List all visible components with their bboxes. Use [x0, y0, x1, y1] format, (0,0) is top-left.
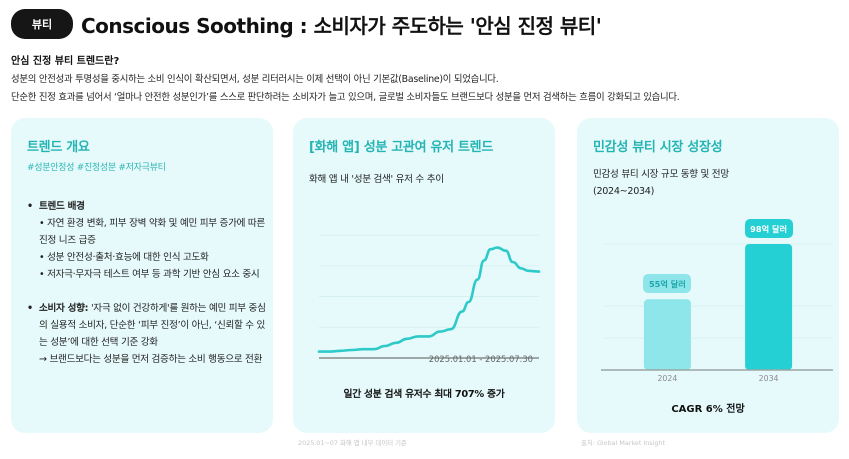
- cagr-conclusion: CAGR 6% 전망: [671, 404, 745, 415]
- bar-value-label: 98억 달러: [744, 219, 793, 238]
- header: 뷰티 Conscious Soothing : 소비자가 주도하는 '안심 진정…: [11, 9, 602, 39]
- source-footnote: 출처: Global Market Insight: [581, 439, 666, 447]
- bullet-heading: 트렌드 배경: [39, 201, 85, 212]
- intro-question: 안심 진정 뷰티 트렌드란?: [11, 56, 120, 67]
- x-axis-date-range: 2025.01.01 - 2025.07.30: [428, 354, 533, 364]
- x-tick-label: 2034: [758, 374, 779, 383]
- card-title: 민감성 뷰티 시장 성장성: [593, 140, 723, 155]
- bar-value-label: 55억 달러: [643, 274, 692, 294]
- category-badge: 뷰티: [11, 9, 73, 39]
- app-trend-card: [화해 앱] 성분 고관여 유저 트렌드 화해 앱 내 '성분 검색' 유저 수…: [293, 118, 555, 433]
- bar-2034: [745, 244, 793, 370]
- subtitle-line: 민감성 뷰티 시장 규모 동향 및 전망: [593, 169, 729, 180]
- chart-subtitle: 민감성 뷰티 시장 규모 동향 및 전망 (2024~2034): [593, 166, 729, 200]
- bullet-trend-background: • 트렌드 배경: [27, 198, 267, 215]
- sub-bullet: • 자연 환경 변화, 피부 장벽 약화 및 예민 피부 증가에 따른 진정 니…: [39, 218, 265, 246]
- subtitle-line: (2024~2034): [593, 186, 655, 197]
- line-chart: [317, 234, 541, 359]
- bar-chart: [601, 243, 833, 371]
- intro-line: 단순한 진정 효과를 넘어서 ‘얼마나 안전한 성분인가’를 스스로 판단하려는…: [11, 92, 680, 103]
- hashtags: #성분안정성 #진정성분 #저자극뷰티: [27, 163, 166, 173]
- series-line: [317, 246, 541, 353]
- intro-section: 안심 진정 뷰티 트렌드란? 성분의 안전성과 투명성을 중시하는 소비 인식이…: [11, 52, 680, 109]
- bar-2024: [643, 299, 691, 370]
- sub-bullet: • 성분 안전성·출처·효능에 대한 인식 고도화: [39, 252, 209, 263]
- bullet-body: '자극 없이 건강하게'를 원하는 예민 피부 중심의 실용적 소비자, 단순한…: [39, 303, 266, 348]
- intro-line: 성분의 안전성과 투명성을 중시하는 소비 인식이 확산되면서, 성분 리터러시…: [11, 74, 499, 85]
- page-title: Conscious Soothing : 소비자가 주도하는 '안심 진정 뷰티…: [81, 13, 602, 38]
- trend-overview-card: 트렌드 개요 #성분안정성 #진정성분 #저자극뷰티 • 트렌드 배경 • 자연…: [11, 118, 273, 433]
- app-data-footnote: 2025.01~07 화해 앱 내부 데이터 기준: [298, 439, 407, 447]
- overview-bullets: • 트렌드 배경 • 자연 환경 변화, 피부 장벽 약화 및 예민 피부 증가…: [27, 198, 267, 368]
- chart-conclusion: 일간 성분 검색 유저수 최대 707% 증가: [343, 389, 505, 400]
- bullet-heading: 소비자 성향:: [39, 303, 89, 314]
- sub-bullet: • 저자극·무자극 테스트 여부 등 과학 기반 안심 요소 중시: [39, 269, 260, 280]
- market-growth-card: 민감성 뷰티 시장 성장성 민감성 뷰티 시장 규모 동향 및 전망 (2024…: [577, 118, 839, 433]
- x-tick-label: 2024: [657, 374, 678, 383]
- card-title: [화해 앱] 성분 고관여 유저 트렌드: [309, 140, 493, 155]
- bullet-dot-icon: •: [27, 201, 33, 212]
- bullet-content: 소비자 성향: '자극 없이 건강하게'를 원하는 예민 피부 중심의 실용적 …: [39, 300, 267, 351]
- chart-subtitle: 화해 앱 내 '성분 검색' 유저 수 추이: [309, 174, 444, 185]
- card-title: 트렌드 개요: [27, 140, 90, 155]
- bullet-consumer-tendency: • 소비자 성향: '자극 없이 건강하게'를 원하는 예민 피부 중심의 실용…: [27, 300, 267, 351]
- bullet-dot-icon: •: [27, 303, 33, 314]
- bullet-arrow-conclusion: → 브랜드보다는 성분을 먼저 검증하는 소비 행동으로 전환: [39, 354, 263, 365]
